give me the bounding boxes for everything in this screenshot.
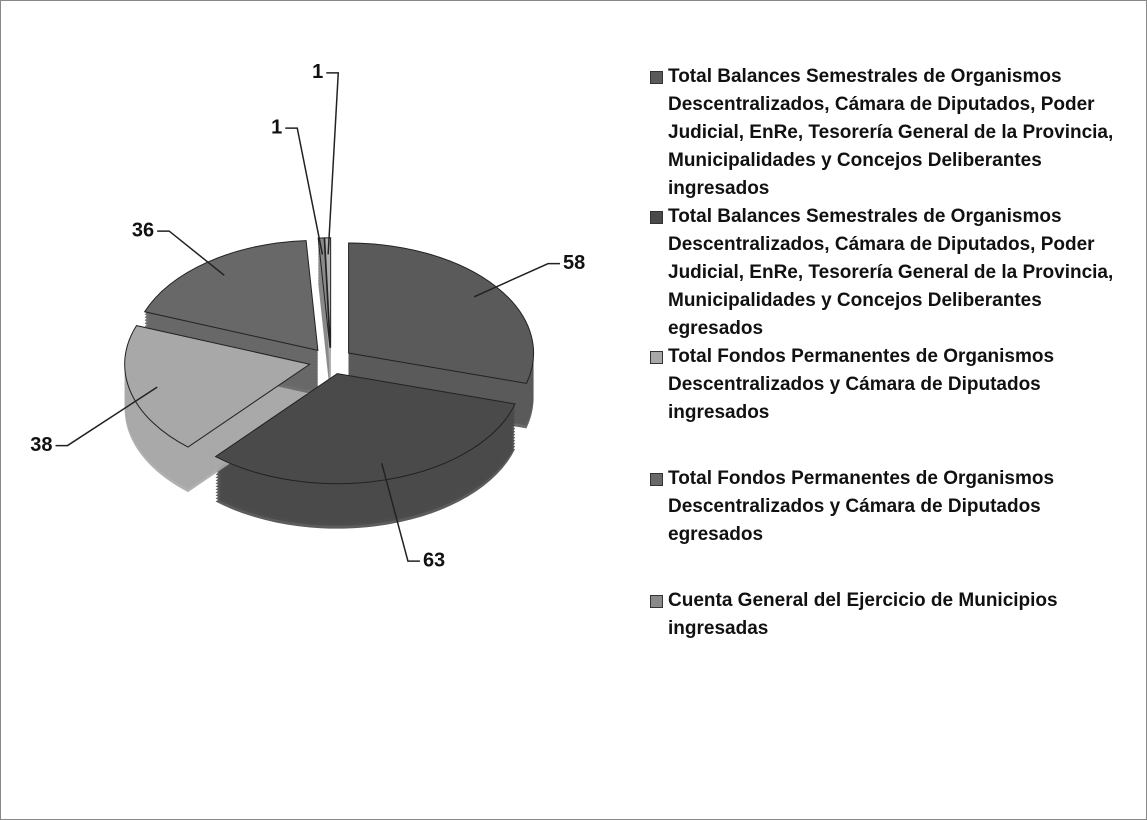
slice-side — [318, 252, 330, 363]
legend-swatch — [650, 211, 663, 224]
data-label: 63 — [423, 549, 445, 571]
slice — [214, 373, 516, 485]
leader-line — [381, 463, 420, 562]
slice-side — [318, 276, 330, 387]
slice-side — [318, 264, 330, 375]
legend-label: Cuenta General del Ejercicio de Municipi… — [668, 590, 1058, 639]
slice — [324, 237, 332, 348]
slice-side — [318, 249, 330, 360]
slice-side — [318, 282, 330, 393]
data-label: 1 — [271, 116, 282, 138]
leader-line — [285, 127, 324, 255]
legend-swatch — [650, 71, 663, 84]
legend-item: Cuenta General del Ejercicio de Municipi… — [646, 587, 1136, 643]
slice-side — [318, 243, 330, 354]
leader-line — [55, 386, 158, 447]
legend-swatch — [650, 473, 663, 486]
legend-item: Total Fondos Permanentes de Organismos D… — [646, 343, 1136, 427]
legend-item: Total Balances Semestrales de Organismos… — [646, 203, 1136, 343]
legend-swatch — [650, 595, 663, 608]
data-label: 58 — [563, 252, 585, 274]
legend-label: Total Balances Semestrales de Organismos… — [668, 206, 1114, 339]
legend-label: Total Fondos Permanentes de Organismos D… — [668, 346, 1055, 423]
legend-label: Total Fondos Permanentes de Organismos D… — [668, 468, 1055, 545]
slice-side — [318, 246, 330, 357]
legend-label: Total Balances Semestrales de Organismos… — [668, 66, 1114, 199]
slice-side — [318, 261, 330, 372]
legend-swatch — [650, 351, 663, 364]
legend: Total Balances Semestrales de Organismos… — [646, 63, 1136, 643]
leader-line — [157, 230, 225, 276]
slice — [317, 237, 331, 348]
slice-side — [318, 270, 330, 381]
leader-line — [473, 262, 561, 298]
slice-side — [318, 255, 330, 366]
slice — [124, 325, 311, 448]
slice-side — [318, 279, 330, 390]
slice-side — [318, 273, 330, 384]
legend-item: Total Fondos Permanentes de Organismos D… — [646, 465, 1136, 549]
leader-line — [326, 72, 340, 255]
slice-side — [318, 258, 330, 369]
data-label: 36 — [132, 219, 154, 241]
slice-side — [318, 267, 330, 378]
data-label: 1 — [312, 61, 323, 83]
data-label: 38 — [30, 434, 52, 456]
legend-item: Total Balances Semestrales de Organismos… — [646, 63, 1136, 203]
